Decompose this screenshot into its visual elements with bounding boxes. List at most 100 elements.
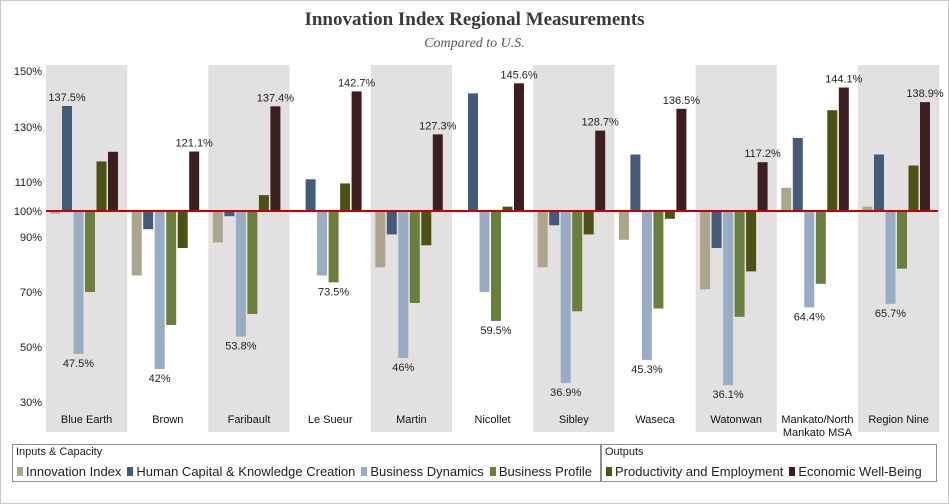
chart-title: Innovation Index Regional Measurements [304,9,645,30]
data-label: 47.5% [63,358,94,370]
bar [479,211,490,292]
bar [549,211,560,226]
bar [734,211,745,317]
bar [177,211,188,248]
y-tick-label: 90% [20,232,42,244]
legend-outputs-items: Productivity and Employment Economic Well… [606,464,928,479]
bar [421,211,432,246]
legend-label: Innovation Index [26,464,122,479]
bar [386,211,397,235]
legend-swatch [361,467,368,476]
legend-label: Business Dynamics [370,464,484,479]
bar [838,87,849,211]
data-label: 136.5% [663,95,701,107]
data-label: 73.5% [318,286,349,298]
legend-label: Human Capital & Knowledge Creation [136,464,356,479]
category-label: Blue Earth [61,414,112,426]
bar [815,211,826,284]
bar [537,211,548,268]
bar [50,211,61,214]
y-tick-label: 150% [14,66,42,78]
bar [235,211,246,337]
bar [62,106,72,211]
bar [572,211,583,312]
legend-item: Business Profile [489,464,593,479]
legend-swatch [606,467,612,476]
data-label: 121.1% [176,138,214,150]
legend-label: Business Profile [498,464,593,479]
y-tick-label: 30% [20,397,42,409]
bar [781,187,792,211]
data-label: 45.3% [631,364,662,376]
category-label: Nicollet [475,414,511,426]
data-label: 36.1% [712,389,743,401]
bar [409,211,420,303]
data-label: 65.7% [875,308,906,320]
legend-outputs-title: Outputs [605,446,644,458]
chart-subtitle: Compared to U.S. [424,36,525,51]
y-tick-label: 130% [14,122,42,134]
bar [746,211,757,272]
bar [630,154,641,211]
bar [340,183,351,211]
data-label: 127.3% [419,120,457,132]
bar [618,211,629,240]
bar [804,211,815,308]
bar [212,211,223,243]
y-tick-label: 70% [20,287,42,299]
bar [583,211,594,235]
data-label: 137.4% [257,92,295,104]
bar [351,91,362,211]
legend-swatch [17,467,23,476]
bar [711,211,722,248]
legend-swatch [127,467,134,476]
data-label: 117.2% [744,148,781,160]
bar [664,211,675,219]
data-label: 42% [149,373,171,385]
data-label: 59.5% [480,325,511,337]
bar [560,211,571,383]
y-tick-label: 110% [15,177,43,189]
bar [258,195,269,211]
data-label: 144.1% [825,74,863,86]
category-label: Mankato/North Mankato MSA [781,414,853,439]
bar [874,154,884,211]
data-label: 64.4% [794,311,825,323]
data-label: 138.9% [906,88,944,100]
bar [676,108,687,211]
y-tick-label: 50% [20,342,42,354]
legend-inputs-capacity: Inputs & Capacity Innovation Index Human … [12,444,601,482]
data-label: 36.9% [550,387,581,399]
legend-label: Productivity and Employment [615,464,784,479]
category-label: Brown [152,414,183,426]
legend-item: Economic Well-Being [789,464,922,479]
category-label: Faribault [228,414,271,426]
bar [85,211,95,292]
data-label: 142.7% [338,77,376,89]
data-label: 137.5% [48,92,86,104]
bar [757,162,768,211]
bar [641,211,652,360]
legend-outputs: Outputs Productivity and Employment Econo… [601,444,937,482]
bar [792,138,803,211]
bar [375,211,386,268]
bar [224,211,235,217]
category-label: Waseca [635,414,675,426]
bar [700,211,711,290]
bar [131,211,142,276]
bar [154,211,165,369]
chart-plot: 30% 50% 70% 90% 100% 110% 130% 150% 137.5% 47.5% 4… [14,65,944,439]
legend-label: Economic Well-Being [798,464,922,479]
bar [908,165,919,211]
bar [723,211,734,386]
bar [96,161,107,211]
bar [897,211,907,269]
category-label: Watonwan [710,414,762,426]
bar [108,151,118,212]
legend-inputs-title: Inputs & Capacity [16,446,103,458]
bar [514,83,524,211]
bar [189,151,200,211]
bar [305,179,316,212]
bar [166,211,177,325]
bar [827,110,838,211]
